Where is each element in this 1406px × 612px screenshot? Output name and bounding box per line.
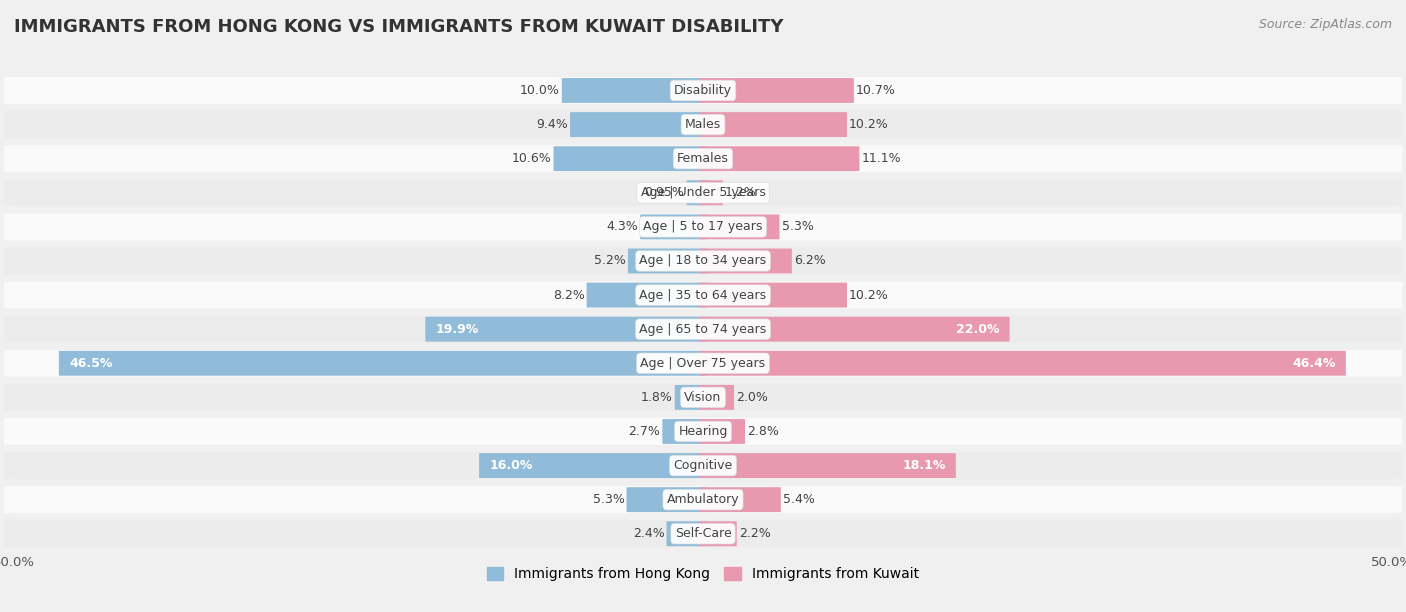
Legend: Immigrants from Hong Kong, Immigrants from Kuwait: Immigrants from Hong Kong, Immigrants fr… xyxy=(481,562,925,587)
FancyBboxPatch shape xyxy=(627,487,706,512)
FancyBboxPatch shape xyxy=(586,283,706,307)
Text: 8.2%: 8.2% xyxy=(553,289,585,302)
FancyBboxPatch shape xyxy=(700,78,853,103)
Text: Females: Females xyxy=(678,152,728,165)
Text: 10.7%: 10.7% xyxy=(856,84,896,97)
FancyBboxPatch shape xyxy=(562,78,706,103)
Text: IMMIGRANTS FROM HONG KONG VS IMMIGRANTS FROM KUWAIT DISABILITY: IMMIGRANTS FROM HONG KONG VS IMMIGRANTS … xyxy=(14,18,783,36)
FancyBboxPatch shape xyxy=(4,77,1402,104)
Text: 16.0%: 16.0% xyxy=(489,459,533,472)
FancyBboxPatch shape xyxy=(700,146,859,171)
FancyBboxPatch shape xyxy=(700,521,737,546)
Text: 46.5%: 46.5% xyxy=(69,357,112,370)
Text: Age | Under 5 years: Age | Under 5 years xyxy=(641,186,765,200)
Text: 2.4%: 2.4% xyxy=(633,528,665,540)
Text: 5.2%: 5.2% xyxy=(593,255,626,267)
Text: Hearing: Hearing xyxy=(678,425,728,438)
FancyBboxPatch shape xyxy=(4,316,1402,343)
Text: Self-Care: Self-Care xyxy=(675,528,731,540)
Text: 1.8%: 1.8% xyxy=(641,391,672,404)
FancyBboxPatch shape xyxy=(4,179,1402,206)
FancyBboxPatch shape xyxy=(4,111,1402,138)
FancyBboxPatch shape xyxy=(700,181,723,205)
FancyBboxPatch shape xyxy=(700,487,780,512)
Text: Age | 18 to 34 years: Age | 18 to 34 years xyxy=(640,255,766,267)
Text: 0.95%: 0.95% xyxy=(644,186,685,200)
Text: 19.9%: 19.9% xyxy=(436,323,479,335)
FancyBboxPatch shape xyxy=(700,112,846,137)
Text: 2.7%: 2.7% xyxy=(628,425,661,438)
Text: 5.3%: 5.3% xyxy=(592,493,624,506)
FancyBboxPatch shape xyxy=(4,247,1402,274)
FancyBboxPatch shape xyxy=(700,317,1010,341)
Text: 4.3%: 4.3% xyxy=(606,220,638,233)
Text: 22.0%: 22.0% xyxy=(956,323,1000,335)
FancyBboxPatch shape xyxy=(4,145,1402,172)
Text: 5.4%: 5.4% xyxy=(783,493,815,506)
Text: 18.1%: 18.1% xyxy=(903,459,945,472)
FancyBboxPatch shape xyxy=(700,453,956,478)
FancyBboxPatch shape xyxy=(686,181,706,205)
Text: Ambulatory: Ambulatory xyxy=(666,493,740,506)
Text: Age | Over 75 years: Age | Over 75 years xyxy=(641,357,765,370)
Text: Age | 5 to 17 years: Age | 5 to 17 years xyxy=(644,220,762,233)
FancyBboxPatch shape xyxy=(666,521,706,546)
FancyBboxPatch shape xyxy=(640,214,706,239)
FancyBboxPatch shape xyxy=(479,453,706,478)
FancyBboxPatch shape xyxy=(4,384,1402,411)
Text: 9.4%: 9.4% xyxy=(536,118,568,131)
Text: 10.0%: 10.0% xyxy=(520,84,560,97)
Text: Source: ZipAtlas.com: Source: ZipAtlas.com xyxy=(1258,18,1392,31)
Text: 10.6%: 10.6% xyxy=(512,152,551,165)
FancyBboxPatch shape xyxy=(4,486,1402,513)
FancyBboxPatch shape xyxy=(700,419,745,444)
FancyBboxPatch shape xyxy=(4,350,1402,377)
FancyBboxPatch shape xyxy=(4,452,1402,479)
FancyBboxPatch shape xyxy=(59,351,706,376)
FancyBboxPatch shape xyxy=(700,214,779,239)
FancyBboxPatch shape xyxy=(426,317,706,341)
FancyBboxPatch shape xyxy=(569,112,706,137)
FancyBboxPatch shape xyxy=(554,146,706,171)
Text: 1.2%: 1.2% xyxy=(725,186,756,200)
Text: 10.2%: 10.2% xyxy=(849,118,889,131)
FancyBboxPatch shape xyxy=(4,520,1402,547)
Text: 10.2%: 10.2% xyxy=(849,289,889,302)
Text: Cognitive: Cognitive xyxy=(673,459,733,472)
Text: 2.8%: 2.8% xyxy=(747,425,779,438)
Text: Age | 35 to 64 years: Age | 35 to 64 years xyxy=(640,289,766,302)
FancyBboxPatch shape xyxy=(700,385,734,410)
FancyBboxPatch shape xyxy=(675,385,706,410)
Text: Vision: Vision xyxy=(685,391,721,404)
FancyBboxPatch shape xyxy=(700,248,792,274)
FancyBboxPatch shape xyxy=(662,419,706,444)
Text: 11.1%: 11.1% xyxy=(862,152,901,165)
FancyBboxPatch shape xyxy=(4,418,1402,445)
Text: Males: Males xyxy=(685,118,721,131)
Text: Age | 65 to 74 years: Age | 65 to 74 years xyxy=(640,323,766,335)
Text: 2.0%: 2.0% xyxy=(737,391,768,404)
FancyBboxPatch shape xyxy=(700,283,846,307)
FancyBboxPatch shape xyxy=(700,351,1346,376)
Text: 2.2%: 2.2% xyxy=(738,528,770,540)
FancyBboxPatch shape xyxy=(628,248,706,274)
FancyBboxPatch shape xyxy=(4,214,1402,241)
FancyBboxPatch shape xyxy=(4,282,1402,308)
Text: Disability: Disability xyxy=(673,84,733,97)
Text: 5.3%: 5.3% xyxy=(782,220,814,233)
Text: 46.4%: 46.4% xyxy=(1292,357,1336,370)
Text: 6.2%: 6.2% xyxy=(794,255,825,267)
